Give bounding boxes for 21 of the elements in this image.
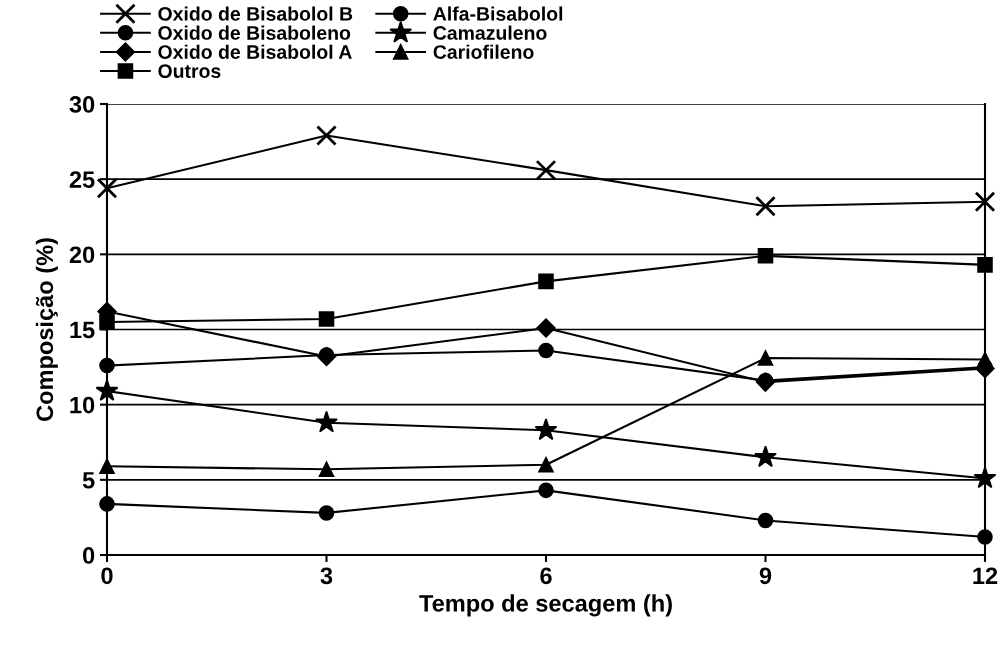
y-tick-label: 5 bbox=[82, 472, 95, 489]
x-tick-label: 3 bbox=[320, 567, 333, 585]
legend-label: Outros bbox=[158, 64, 221, 79]
x-axis-title: Tempo de secagem (h) bbox=[419, 594, 672, 617]
y-tick-label: 20 bbox=[69, 246, 95, 264]
x-tick-label: 6 bbox=[540, 567, 552, 585]
x-tick-label: 12 bbox=[973, 567, 998, 584]
y-tick-label: 0 bbox=[83, 547, 95, 564]
y-tick-label: 10 bbox=[70, 396, 95, 414]
legend-label: Oxido de Bisaboleno bbox=[158, 25, 351, 40]
x-tick-label: 0 bbox=[101, 567, 113, 585]
x-tick-label: 9 bbox=[759, 567, 772, 585]
y-tick-label: 25 bbox=[69, 171, 95, 188]
legend-label: Cariofileno bbox=[433, 44, 534, 59]
y-tick-label: 15 bbox=[70, 321, 95, 339]
legend-label: Oxido de Bisabolol A bbox=[158, 44, 352, 59]
y-axis-title: Composição (%) bbox=[35, 238, 58, 422]
legend-label: Alfa-Bisabolol bbox=[433, 6, 563, 21]
y-tick-label: 30 bbox=[69, 96, 95, 113]
legend-label: Oxido de Bisabolol B bbox=[158, 6, 353, 21]
legend-label: Camazuleno bbox=[433, 25, 547, 40]
